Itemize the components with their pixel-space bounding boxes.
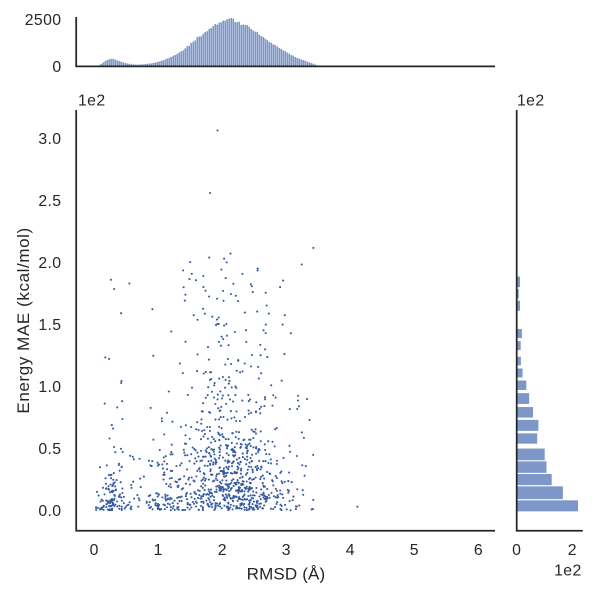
svg-text:0: 0 [512,542,521,559]
svg-text:5: 5 [410,542,419,559]
svg-text:0.5: 0.5 [38,441,61,458]
svg-text:1: 1 [154,542,163,559]
svg-text:1e2: 1e2 [78,93,106,110]
svg-text:1e2: 1e2 [554,563,582,580]
svg-text:2.0: 2.0 [38,255,61,272]
svg-text:0: 0 [52,59,61,76]
svg-text:2: 2 [218,542,227,559]
svg-text:3.0: 3.0 [38,131,61,148]
svg-text:2500: 2500 [25,12,62,29]
svg-text:2.5: 2.5 [38,193,61,210]
svg-text:1.0: 1.0 [38,379,61,396]
svg-text:1.5: 1.5 [38,317,61,334]
svg-text:2: 2 [568,542,577,559]
svg-text:1e2: 1e2 [517,93,545,110]
svg-text:4: 4 [346,542,355,559]
svg-text:0: 0 [90,542,99,559]
svg-text:3: 3 [282,542,291,559]
svg-text:6: 6 [474,542,483,559]
svg-text:0.0: 0.0 [38,503,61,520]
svg-text:Energy MAE (kcal/mol): Energy MAE (kcal/mol) [14,227,33,413]
svg-text:RMSD (Å): RMSD (Å) [247,565,326,584]
